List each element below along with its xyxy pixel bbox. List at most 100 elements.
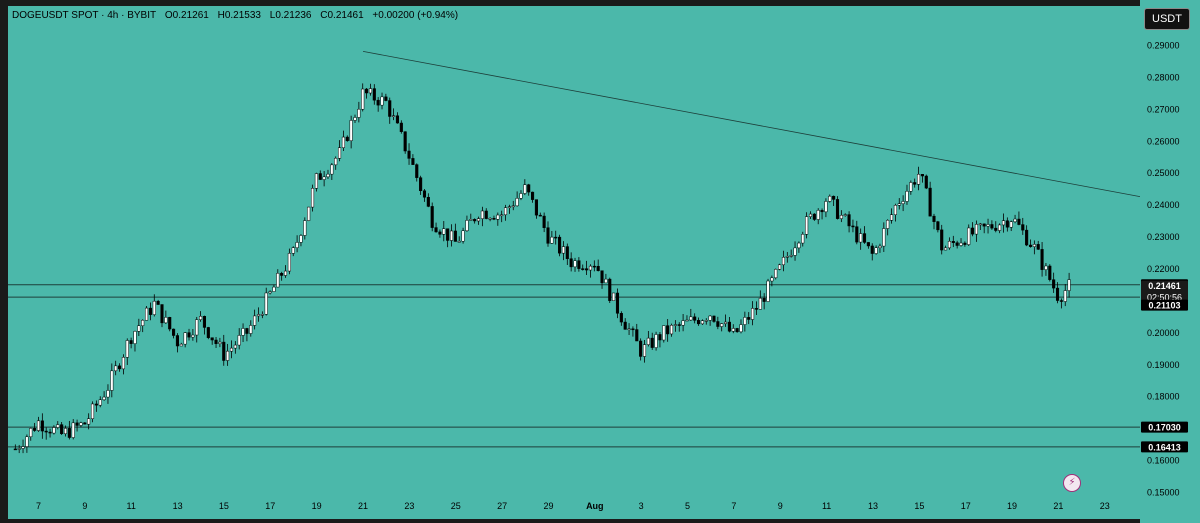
candle-body: [384, 96, 388, 101]
candle-body: [882, 228, 886, 247]
candle-body: [619, 313, 623, 323]
x-tick-label: 23: [404, 501, 414, 511]
candle-body: [835, 199, 840, 219]
open-value: O0.21261: [164, 10, 209, 21]
y-axis: 0.150000.160000.170000.180000.190000.200…: [1140, 0, 1200, 523]
level-lines: [8, 50, 1141, 448]
candle-body: [859, 233, 863, 243]
candle-body: [206, 327, 210, 338]
candle-body: [426, 196, 430, 207]
candle-body: [83, 422, 87, 425]
candle-body: [971, 227, 975, 235]
y-tick-label: 0.24000: [1147, 200, 1180, 210]
candle-body: [731, 328, 735, 332]
candle-body: [156, 300, 160, 305]
candle-body: [488, 218, 492, 220]
candle-body: [920, 174, 924, 177]
candle-body: [573, 260, 577, 268]
candle-body: [1032, 244, 1036, 247]
candle-body: [449, 230, 454, 241]
candle-body: [345, 136, 349, 141]
candle-body: [646, 337, 650, 345]
candle-body: [998, 224, 1002, 231]
x-tick-label: 17: [265, 501, 275, 511]
candle-body: [264, 292, 268, 315]
candle-body: [789, 255, 793, 257]
candle-body: [484, 210, 488, 219]
level-label-1: 0.21103: [1148, 301, 1180, 311]
candle-body: [98, 399, 102, 406]
candle-body: [1052, 279, 1056, 289]
candle-body: [1001, 220, 1006, 226]
x-tick-label: 29: [543, 501, 553, 511]
candle-body: [434, 227, 438, 233]
candle-body: [747, 317, 751, 320]
candle-body: [716, 321, 720, 327]
level-label-3: 0.16413: [1148, 442, 1181, 452]
candle-body: [303, 220, 307, 236]
candle-body: [110, 370, 114, 391]
candle-body: [137, 325, 141, 332]
level-label-2-box: [1141, 421, 1188, 433]
candle-body: [253, 315, 257, 326]
candle-body: [226, 350, 230, 361]
candle-body: [67, 428, 71, 438]
candle-body: [280, 273, 284, 276]
y-tick-label: 0.26000: [1147, 136, 1180, 146]
candle-body: [507, 206, 511, 208]
candle-body: [121, 357, 125, 370]
candle-body: [758, 297, 762, 310]
candle-body: [917, 174, 921, 185]
candle-body: [318, 173, 322, 180]
candle-body: [125, 340, 129, 358]
candle-body: [52, 427, 56, 434]
candle-body: [592, 265, 596, 268]
candle-body: [720, 323, 724, 327]
candle-body: [897, 203, 901, 206]
lightning-icon[interactable]: ⚡: [1063, 474, 1081, 492]
candle-body: [978, 223, 982, 226]
candle-body: [465, 220, 469, 232]
candle-body: [824, 201, 828, 213]
candle-body: [361, 88, 365, 110]
candle-body: [650, 337, 654, 348]
candle-body: [210, 337, 214, 341]
candle-body: [751, 308, 755, 320]
candle-body: [256, 314, 261, 317]
candle-body: [523, 184, 527, 194]
x-tick-label: 21: [1053, 501, 1063, 511]
candle-body: [527, 184, 531, 193]
candle-body: [334, 157, 338, 166]
y-tick-label: 0.27000: [1147, 104, 1180, 114]
candle-body: [129, 340, 133, 344]
candle-body: [704, 320, 708, 322]
candle-body: [778, 264, 782, 270]
candle-body: [102, 396, 106, 401]
currency-button[interactable]: USDT: [1144, 8, 1190, 30]
candle-body: [314, 173, 318, 189]
candle-body: [44, 430, 48, 433]
candle-body: [550, 236, 554, 244]
candle-body: [932, 215, 936, 222]
x-tick-label: 23: [1100, 501, 1110, 511]
x-tick-label: 15: [219, 501, 229, 511]
y-axis-background: [1140, 0, 1200, 523]
candle-body: [797, 242, 801, 249]
candle-body: [357, 108, 361, 118]
candle-body: [531, 191, 535, 200]
candle-body: [322, 176, 326, 180]
candle-body: [785, 256, 789, 258]
x-tick-label: 5: [685, 501, 690, 511]
candle-body: [959, 242, 963, 246]
candle-body: [40, 420, 44, 432]
candle-body: [669, 324, 674, 335]
candle-body: [341, 136, 345, 148]
candle-body: [801, 234, 805, 244]
candle-body: [473, 219, 477, 222]
x-tick-label: 25: [451, 501, 461, 511]
x-tick-label: 21: [358, 501, 368, 511]
candle-body: [546, 227, 550, 244]
y-tick-label: 0.23000: [1147, 232, 1180, 242]
x-tick-label: 7: [36, 501, 41, 511]
candle-body: [774, 269, 778, 279]
